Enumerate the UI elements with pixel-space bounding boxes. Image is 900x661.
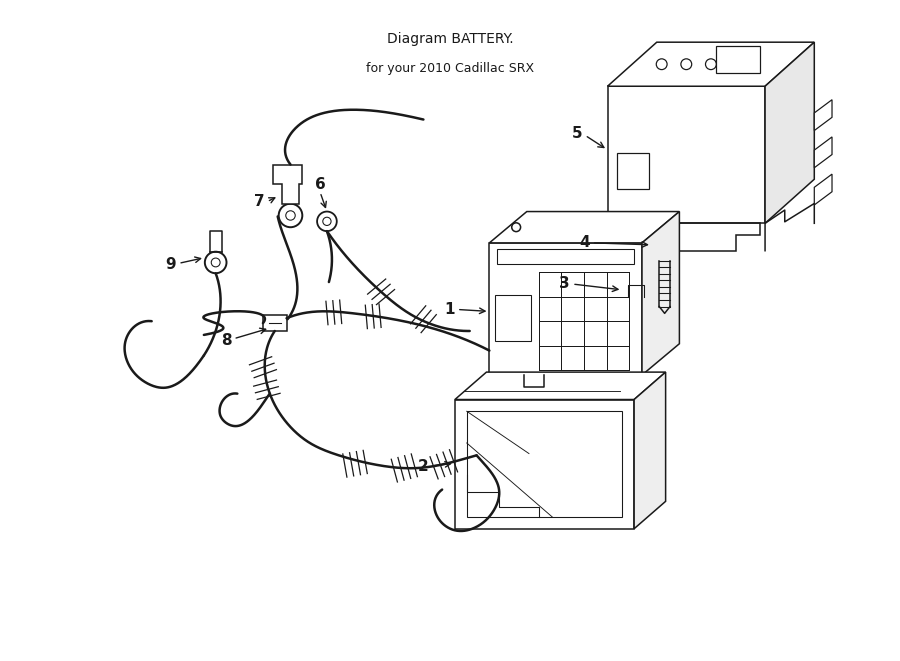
- Polygon shape: [273, 165, 302, 204]
- Polygon shape: [608, 86, 765, 223]
- Polygon shape: [634, 372, 666, 529]
- Polygon shape: [608, 42, 814, 86]
- Polygon shape: [814, 174, 832, 205]
- Text: 8: 8: [220, 333, 231, 348]
- Text: 5: 5: [572, 126, 583, 141]
- Text: Diagram BATTERY.: Diagram BATTERY.: [387, 32, 513, 46]
- Text: 3: 3: [560, 276, 570, 292]
- Polygon shape: [626, 272, 647, 282]
- Text: 6: 6: [315, 177, 326, 192]
- Text: 2: 2: [418, 459, 428, 473]
- Text: for your 2010 Cadillac SRX: for your 2010 Cadillac SRX: [366, 61, 534, 75]
- Polygon shape: [814, 100, 832, 130]
- Text: 4: 4: [580, 235, 590, 251]
- Polygon shape: [454, 372, 666, 399]
- Polygon shape: [490, 243, 642, 375]
- Polygon shape: [656, 243, 672, 262]
- Polygon shape: [622, 282, 650, 299]
- Text: 1: 1: [445, 302, 455, 317]
- Polygon shape: [263, 315, 286, 331]
- Polygon shape: [454, 399, 634, 529]
- Polygon shape: [814, 137, 832, 168]
- Polygon shape: [490, 212, 680, 243]
- Polygon shape: [642, 212, 680, 375]
- Text: 7: 7: [255, 194, 265, 210]
- Text: 9: 9: [166, 257, 176, 272]
- Polygon shape: [765, 42, 814, 223]
